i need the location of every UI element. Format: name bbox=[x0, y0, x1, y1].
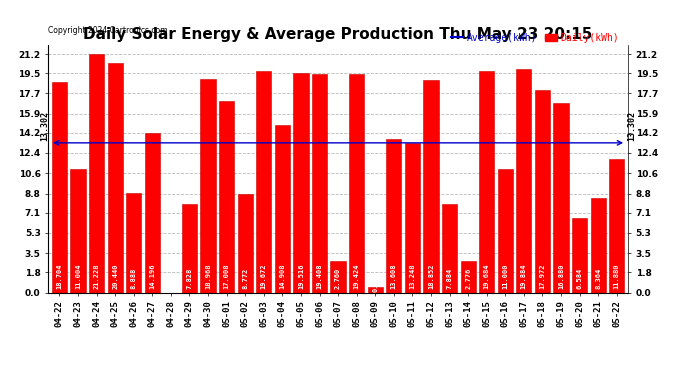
Bar bbox=[349, 74, 364, 292]
Bar bbox=[237, 194, 253, 292]
Bar bbox=[497, 169, 513, 292]
Text: 7.884: 7.884 bbox=[446, 268, 453, 289]
Bar bbox=[126, 192, 141, 292]
Text: 8.364: 8.364 bbox=[595, 268, 601, 289]
Bar bbox=[405, 144, 420, 292]
Text: 20.440: 20.440 bbox=[112, 264, 118, 289]
Bar bbox=[108, 63, 123, 292]
Text: 19.408: 19.408 bbox=[317, 264, 322, 289]
Bar bbox=[368, 287, 383, 292]
Text: 18.968: 18.968 bbox=[205, 264, 211, 289]
Text: 16.880: 16.880 bbox=[558, 264, 564, 289]
Text: 13.302: 13.302 bbox=[40, 111, 49, 141]
Bar bbox=[70, 169, 86, 292]
Text: 19.424: 19.424 bbox=[354, 264, 359, 289]
Text: 18.852: 18.852 bbox=[428, 264, 434, 289]
Text: 19.684: 19.684 bbox=[484, 264, 490, 289]
Bar bbox=[572, 218, 587, 292]
Bar bbox=[460, 261, 476, 292]
Text: 11.880: 11.880 bbox=[613, 264, 620, 289]
Text: 19.516: 19.516 bbox=[298, 264, 304, 289]
Bar bbox=[182, 204, 197, 292]
Bar bbox=[442, 204, 457, 292]
Bar bbox=[591, 198, 606, 292]
Text: 14.908: 14.908 bbox=[279, 264, 286, 289]
Text: 14.196: 14.196 bbox=[149, 264, 155, 289]
Bar bbox=[609, 159, 624, 292]
Bar bbox=[145, 133, 160, 292]
Bar bbox=[256, 71, 271, 292]
Text: 17.008: 17.008 bbox=[224, 264, 230, 289]
Bar bbox=[275, 125, 290, 292]
Text: 21.228: 21.228 bbox=[94, 264, 99, 289]
Text: 17.972: 17.972 bbox=[540, 264, 546, 289]
Text: 8.772: 8.772 bbox=[242, 268, 248, 289]
Bar bbox=[312, 74, 327, 292]
Text: 18.704: 18.704 bbox=[57, 264, 63, 289]
Text: 19.672: 19.672 bbox=[261, 264, 267, 289]
Text: 0.512: 0.512 bbox=[372, 271, 378, 292]
Title: Daily Solar Energy & Average Production Thu May 23 20:15: Daily Solar Energy & Average Production … bbox=[83, 27, 593, 42]
Bar bbox=[201, 79, 216, 292]
Text: 6.584: 6.584 bbox=[577, 268, 582, 289]
Text: 11.004: 11.004 bbox=[75, 264, 81, 289]
Bar bbox=[89, 54, 104, 292]
Bar bbox=[516, 69, 531, 292]
Bar bbox=[293, 73, 308, 292]
Text: 13.248: 13.248 bbox=[409, 264, 415, 289]
Text: 7.828: 7.828 bbox=[186, 268, 193, 289]
Text: 13.608: 13.608 bbox=[391, 264, 397, 289]
Bar bbox=[219, 101, 235, 292]
Text: 11.000: 11.000 bbox=[502, 264, 509, 289]
Bar bbox=[553, 103, 569, 292]
Text: 2.760: 2.760 bbox=[335, 268, 341, 289]
Bar bbox=[331, 261, 346, 292]
Bar bbox=[386, 140, 402, 292]
Text: Copyright 2024 Cartronics.com: Copyright 2024 Cartronics.com bbox=[48, 26, 168, 35]
Text: 19.884: 19.884 bbox=[521, 264, 527, 289]
Text: 2.776: 2.776 bbox=[465, 268, 471, 289]
Legend: Average(kWh), Daily(kWh): Average(kWh), Daily(kWh) bbox=[447, 29, 623, 46]
Text: 13.302: 13.302 bbox=[627, 111, 636, 141]
Bar bbox=[424, 80, 439, 292]
Bar bbox=[479, 71, 494, 292]
Text: 8.888: 8.888 bbox=[130, 268, 137, 289]
Bar bbox=[52, 82, 67, 292]
Bar bbox=[535, 90, 550, 292]
